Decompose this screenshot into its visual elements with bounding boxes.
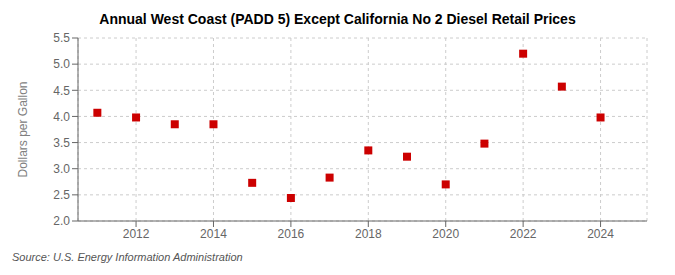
svg-text:2014: 2014 — [200, 227, 227, 241]
svg-text:4.5: 4.5 — [53, 84, 70, 98]
svg-text:4.0: 4.0 — [53, 110, 70, 124]
svg-text:2018: 2018 — [355, 227, 382, 241]
svg-text:2.5: 2.5 — [53, 188, 70, 202]
svg-text:5.5: 5.5 — [53, 31, 70, 45]
svg-text:3.0: 3.0 — [53, 162, 70, 176]
svg-text:2016: 2016 — [278, 227, 305, 241]
html-text:Annual West Coast (PADD 5) Exc: Annual West Coast (PADD 5) Except Califo… — [99, 11, 576, 27]
svg-text:Dollars per Gallon: Dollars per Gallon — [16, 81, 30, 177]
svg-text:2022: 2022 — [510, 227, 537, 241]
html-text:Source: U.S. Energy Informatio: Source: U.S. Energy Information Administ… — [12, 251, 243, 263]
svg-text:2.0: 2.0 — [53, 214, 70, 228]
svg-text:2020: 2020 — [432, 227, 459, 241]
svg-text:2024: 2024 — [587, 227, 614, 241]
svg-text:2012: 2012 — [123, 227, 150, 241]
svg-text:3.5: 3.5 — [53, 136, 70, 150]
svg-text:5.0: 5.0 — [53, 57, 70, 71]
